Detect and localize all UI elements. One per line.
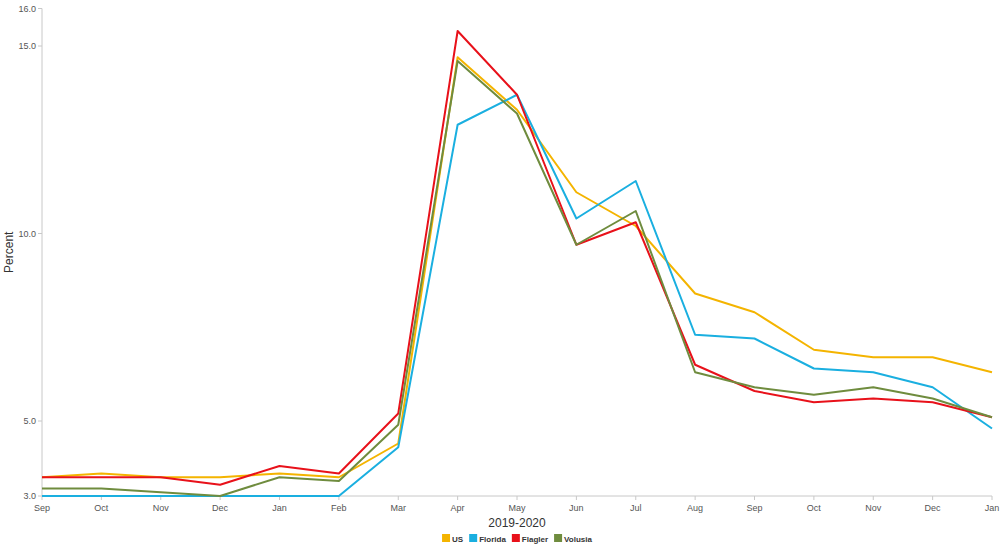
- y-tick-label: 5.0: [23, 416, 36, 426]
- y-tick-label: 3.0: [23, 491, 36, 501]
- x-tick-label: Aug: [687, 503, 703, 513]
- x-tick-label: Feb: [331, 503, 347, 513]
- legend-swatch: [512, 534, 520, 542]
- x-tick: [873, 496, 874, 500]
- y-tick: [38, 496, 42, 497]
- x-tick: [695, 496, 696, 500]
- legend-label: US: [452, 535, 464, 544]
- x-tick-label: Sep: [34, 503, 50, 513]
- x-tick: [992, 496, 993, 500]
- y-tick-label: 10.0: [18, 229, 36, 239]
- x-tick: [932, 496, 933, 500]
- x-tick: [576, 496, 577, 500]
- legend-label: Flagler: [522, 535, 548, 544]
- series-line: [42, 61, 992, 496]
- x-tick-label: Jul: [630, 503, 642, 513]
- series-line: [42, 57, 992, 477]
- x-tick-label: Sep: [746, 503, 762, 513]
- x-tick: [457, 496, 458, 500]
- y-axis-line: [42, 9, 43, 497]
- y-tick: [38, 233, 42, 234]
- legend-swatch: [554, 534, 562, 542]
- x-tick-label: Mar: [391, 503, 407, 513]
- series-line: [42, 31, 992, 485]
- x-tick-label: May: [508, 503, 526, 513]
- chart: 3.0 5.0 10.0 15.0 16.0 Sep Oct Nov Dec Jan Feb Mar A…: [0, 0, 1000, 545]
- x-tick: [398, 496, 399, 500]
- x-tick-label: Nov: [153, 503, 170, 513]
- x-tick-label: Apr: [451, 503, 465, 513]
- x-tick-label: Jun: [569, 503, 584, 513]
- legend: US Florida Flagler Volusia: [442, 534, 592, 544]
- x-tick-label: Dec: [212, 503, 229, 513]
- x-tick: [813, 496, 814, 500]
- y-axis-title: Percent: [2, 231, 16, 273]
- legend-label: Volusia: [564, 535, 592, 544]
- x-tick-label: Jan: [272, 503, 287, 513]
- legend-label: Florida: [479, 535, 506, 544]
- series-line: [42, 95, 992, 496]
- x-tick: [635, 496, 636, 500]
- x-tick-label: Jan: [985, 503, 1000, 513]
- plot-area: [42, 31, 992, 496]
- y-tick: [38, 46, 42, 47]
- x-tick-label: Dec: [925, 503, 942, 513]
- legend-swatch: [442, 534, 450, 542]
- y-tick: [38, 421, 42, 422]
- x-tick: [754, 496, 755, 500]
- x-tick-label: Oct: [94, 503, 109, 513]
- x-axis-title: 2019-2020: [488, 516, 546, 530]
- y-tick: [38, 8, 42, 9]
- x-tick-label: Nov: [865, 503, 882, 513]
- x-tick: [517, 496, 518, 500]
- x-tick-label: Oct: [807, 503, 822, 513]
- legend-swatch: [469, 534, 477, 542]
- y-tick-label: 15.0: [18, 41, 36, 51]
- y-tick-label: 16.0: [18, 4, 36, 14]
